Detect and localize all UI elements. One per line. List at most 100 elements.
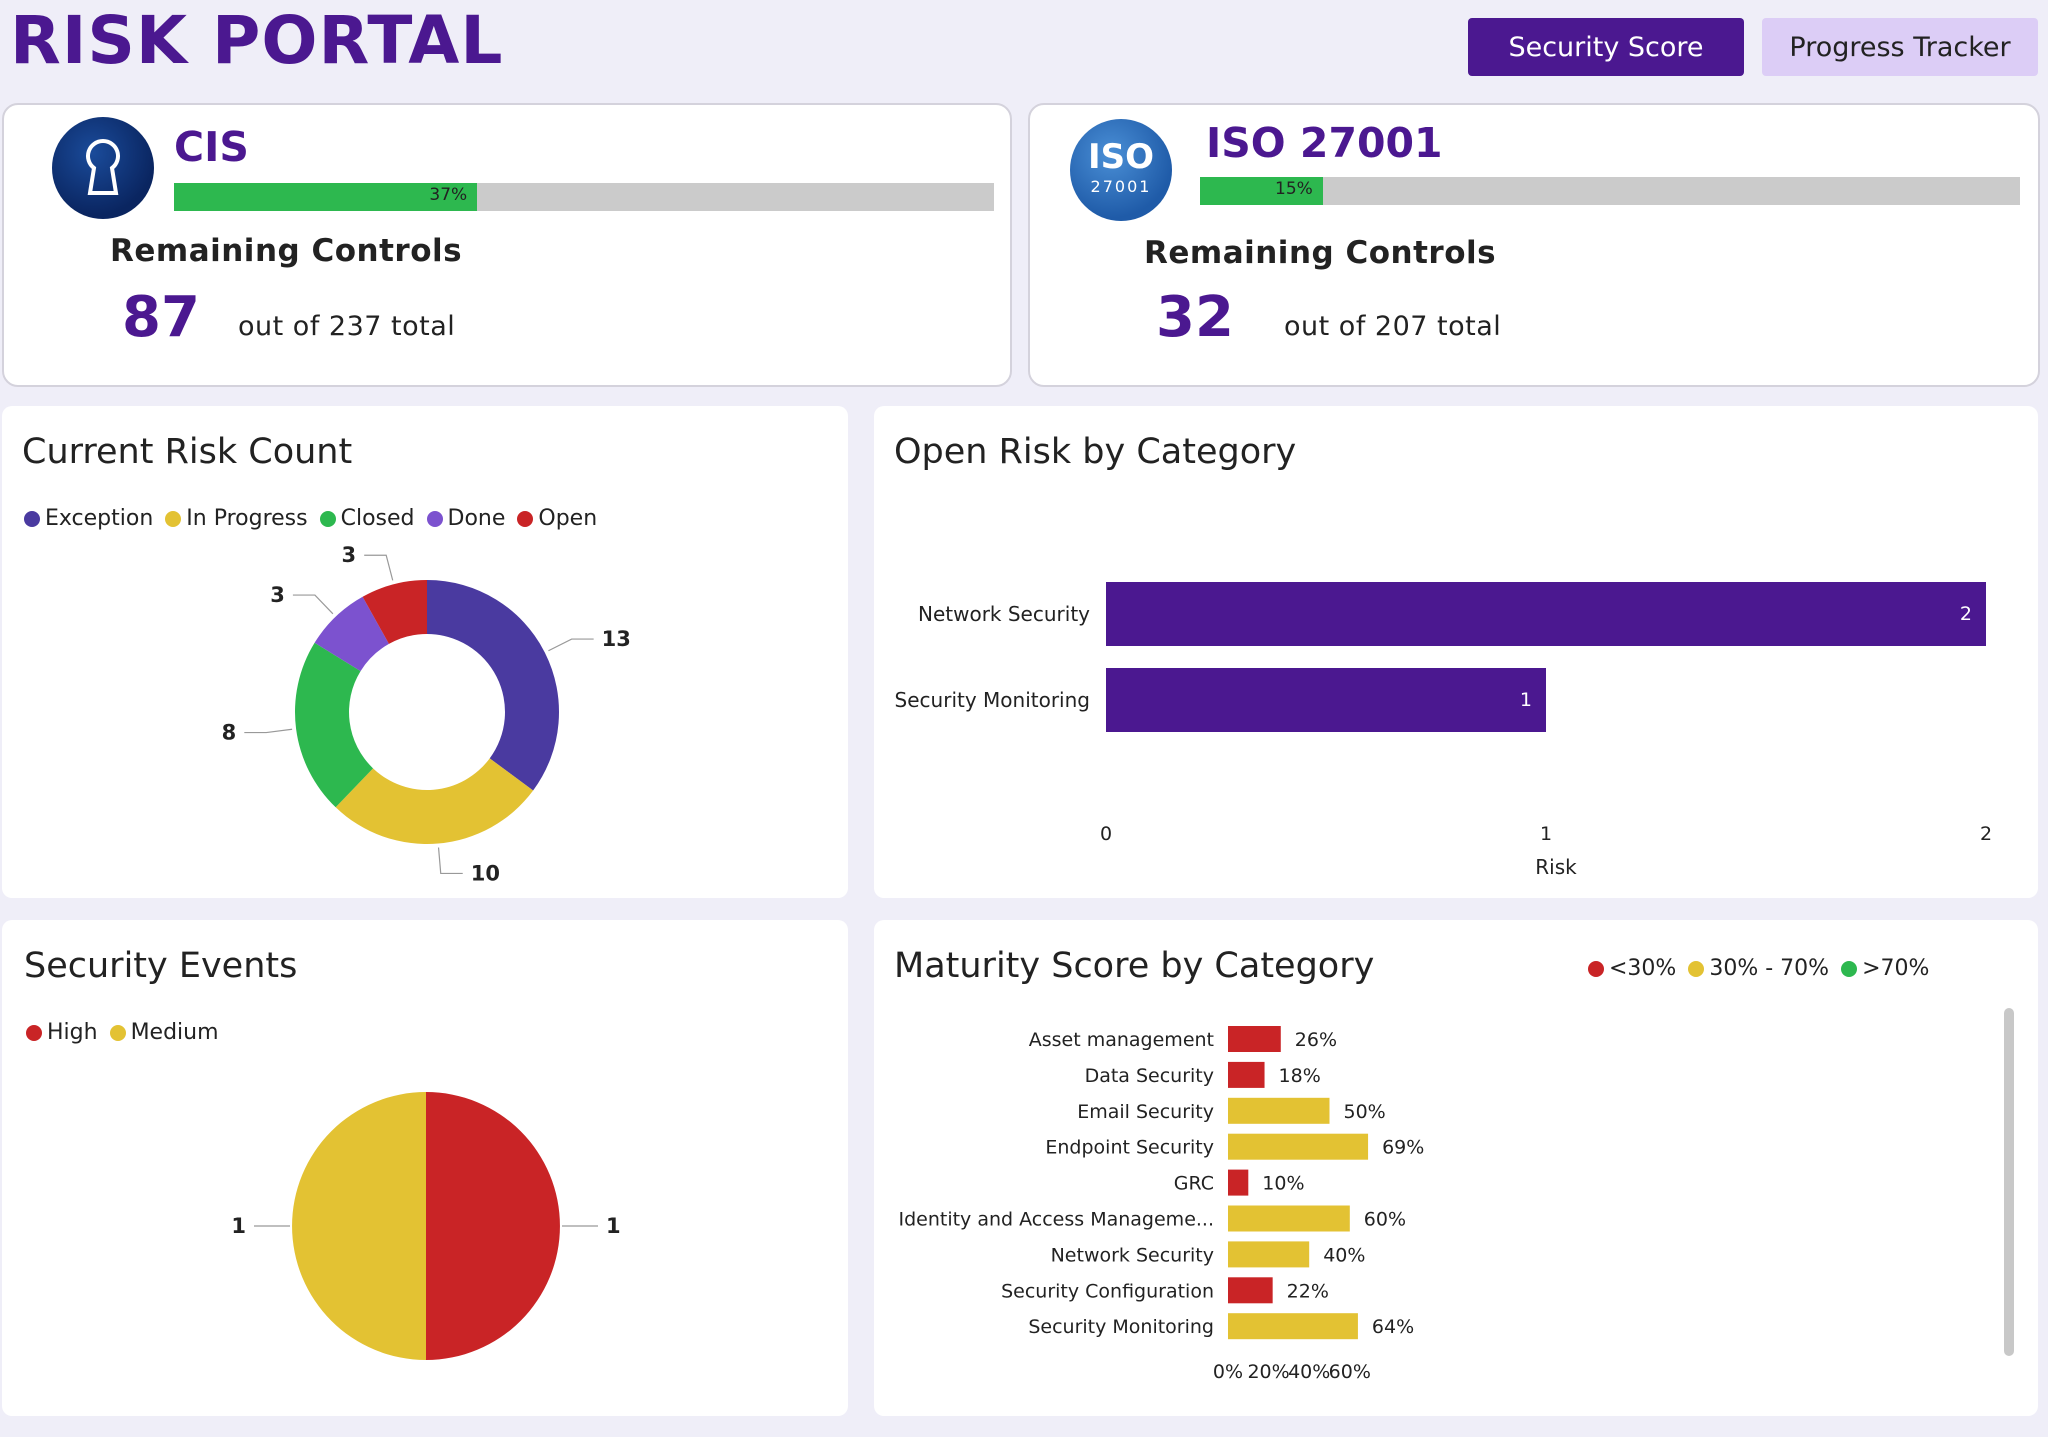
donut-slice-closed[interactable]	[295, 642, 374, 808]
progress-fill	[1200, 177, 1323, 205]
data-label: 26%	[1295, 1029, 1337, 1051]
bar-asset-management[interactable]	[1228, 1026, 1281, 1052]
category-label: Data Security	[1085, 1065, 1214, 1087]
legend-item-done[interactable]: Done	[426, 506, 506, 531]
panel-title: Open Risk by Category	[894, 432, 1297, 472]
legend-dot-icon	[426, 510, 443, 527]
category-label: Network Security	[918, 602, 1090, 626]
legend-label: Open	[538, 506, 598, 531]
legend-label: In Progress	[186, 506, 308, 531]
legend-dot-icon	[517, 510, 534, 527]
panel-title: Security Events	[24, 946, 298, 986]
leader-line	[244, 728, 293, 734]
legend-item-high[interactable]: High	[26, 1020, 98, 1045]
category-label: Security Monitoring	[895, 688, 1090, 712]
pie-slice-high[interactable]	[426, 1092, 560, 1360]
app-title: RISK PORTAL	[10, 2, 504, 79]
data-label: 64%	[1372, 1316, 1414, 1338]
progress-fill	[174, 183, 478, 211]
data-label: 3	[270, 583, 285, 607]
donut-slice-done[interactable]	[314, 596, 389, 672]
progress-label: 37%	[429, 185, 468, 205]
x-tick-label: 20%	[1247, 1361, 1289, 1383]
legend-item-70[interactable]: >70%	[1841, 956, 1929, 981]
leader-line	[548, 638, 594, 652]
data-label: 50%	[1344, 1101, 1386, 1123]
data-label: 10	[471, 861, 500, 885]
donut-slice-open[interactable]	[362, 580, 427, 644]
legend-item-closed[interactable]: Closed	[319, 506, 415, 531]
data-label: 3	[342, 543, 357, 567]
legend-dot-icon	[26, 1024, 42, 1041]
remaining-controls-label: Remaining Controls	[110, 233, 463, 269]
donut-slice-exception[interactable]	[427, 580, 559, 791]
iso-logo-subtext: 27001	[1090, 177, 1152, 196]
scrollbar[interactable]	[2004, 1008, 2014, 1356]
chart-legend: <30% 30% - 70% >70%	[1588, 956, 1941, 981]
remaining-controls-value: 87	[122, 285, 200, 350]
leader-line	[364, 554, 394, 581]
legend-label: Done	[447, 506, 506, 531]
legend-dot-icon	[24, 510, 40, 527]
data-label: 1	[606, 1214, 621, 1238]
progress-bar: 37%	[174, 183, 994, 211]
bar-security-monitoring[interactable]	[1228, 1313, 1358, 1340]
progress-label: 15%	[1275, 179, 1313, 199]
legend-dot-icon	[1688, 960, 1705, 977]
leader-line	[292, 594, 334, 615]
bar-grc[interactable]	[1228, 1169, 1249, 1196]
framework-name: ISO 27001	[1206, 119, 1443, 167]
x-tick-label: 0%	[1213, 1361, 1243, 1383]
data-label: 1	[231, 1214, 246, 1238]
legend-item-30-70[interactable]: 30% - 70%	[1688, 956, 1829, 981]
open-risk-panel: Open Risk by Category Network Security 2 S…	[874, 406, 2038, 898]
remaining-controls-label: Remaining Controls	[1144, 235, 1497, 271]
progress-bar: 15%	[1200, 177, 2020, 205]
progress-tracker-button[interactable]: Progress Tracker	[1762, 18, 2038, 76]
chart-legend: High Medium	[26, 1020, 231, 1045]
x-tick-label: 40%	[1288, 1361, 1330, 1383]
data-label: 60%	[1364, 1209, 1406, 1231]
bar-endpoint-security[interactable]	[1228, 1133, 1369, 1160]
keyhole-icon	[52, 117, 154, 219]
legend-item-open[interactable]: Open	[517, 506, 597, 531]
bar-data-security[interactable]	[1228, 1061, 1265, 1088]
maturity-panel: Maturity Score by Category <30% 30% - 70%…	[874, 920, 2038, 1416]
chart-legend: Exception In Progress Closed Done Open	[24, 506, 609, 531]
panel-title: Maturity Score by Category	[894, 946, 1375, 986]
legend-item-in-progress[interactable]: In Progress	[165, 506, 308, 531]
legend-label: Closed	[340, 506, 415, 531]
bar-chart: Asset management 26% Data Security 18% Email…	[898, 1026, 1424, 1383]
panel-title: Current Risk Count	[22, 432, 353, 472]
bar-security-monitoring[interactable]	[1106, 668, 1546, 732]
leader-line	[437, 847, 463, 875]
bar-network-security[interactable]	[1228, 1241, 1310, 1268]
pie-slice-medium[interactable]	[292, 1092, 426, 1360]
bar-identity-and-access-manageme[interactable]	[1228, 1205, 1350, 1232]
legend-dot-icon	[109, 1024, 126, 1041]
donut-slice-in-progress[interactable]	[335, 758, 534, 844]
total-controls-text: out of 237 total	[238, 311, 456, 342]
category-label: Security Configuration	[1001, 1280, 1214, 1302]
data-label: 22%	[1287, 1280, 1329, 1302]
total-controls-text: out of 207 total	[1284, 311, 1502, 342]
x-tick-label: 0	[1100, 823, 1112, 845]
iso-logo-icon: ISO 27001	[1070, 119, 1172, 221]
cis-card: CIS 37% Remaining Controls 87 out of 237…	[2, 103, 1012, 387]
category-label: Asset management	[1029, 1029, 1214, 1051]
data-label: 10%	[1262, 1173, 1304, 1195]
bar-network-security[interactable]	[1106, 582, 1986, 646]
legend-label: 30% - 70%	[1709, 956, 1830, 981]
bar-email-security[interactable]	[1228, 1097, 1330, 1124]
legend-item-medium[interactable]: Medium	[109, 1020, 219, 1045]
bar-security-configuration[interactable]	[1228, 1277, 1273, 1304]
legend-dot-icon	[165, 510, 182, 527]
security-score-button[interactable]: Security Score	[1468, 18, 1744, 76]
donut-chart: 13 10 8 3 3	[222, 543, 631, 885]
data-label: 1	[1520, 689, 1532, 711]
category-label: GRC	[1174, 1173, 1214, 1195]
data-label: 2	[1960, 603, 1972, 625]
pie-chart: 11	[231, 1092, 621, 1360]
legend-item-exception[interactable]: Exception	[24, 506, 153, 531]
legend-item-30[interactable]: <30%	[1588, 956, 1676, 981]
